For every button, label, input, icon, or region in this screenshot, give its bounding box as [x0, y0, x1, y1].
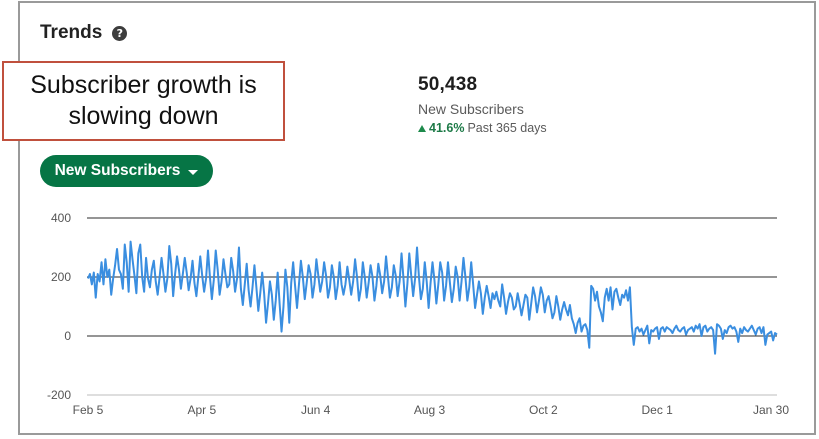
question-circle-icon[interactable]: ? — [112, 25, 128, 41]
trends-title: Trends — [40, 22, 103, 43]
x-tick-label: Jan 30 — [753, 403, 789, 417]
x-tick-label: Jun 4 — [301, 403, 331, 417]
x-tick-label: Feb 5 — [73, 403, 104, 417]
y-tick-label: 200 — [51, 270, 71, 284]
change-period: Past 365 days — [467, 121, 547, 135]
dropdown-label: New Subscribers — [54, 162, 181, 179]
metric-change: 41.6% Past 365 days — [418, 121, 547, 135]
x-tick-label: Oct 2 — [529, 403, 558, 417]
annotation-callout: Subscriber growth is slowing down — [2, 61, 285, 141]
caret-down-icon — [188, 169, 199, 175]
x-tick-label: Aug 3 — [414, 403, 446, 417]
y-tick-label: 400 — [51, 211, 71, 225]
callout-text: Subscriber growth is slowing down — [30, 71, 257, 130]
y-tick-label: -200 — [47, 388, 71, 402]
y-tick-label: 0 — [64, 329, 71, 343]
x-tick-label: Apr 5 — [187, 403, 216, 417]
series-line — [87, 240, 778, 355]
x-tick-label: Dec 1 — [641, 403, 673, 417]
trends-header: Trends ? — [40, 22, 128, 44]
triangle-up-icon — [418, 124, 426, 132]
metric-dropdown-button[interactable]: New Subscribers — [40, 155, 213, 187]
change-percent: 41.6% — [429, 121, 465, 135]
metric-label: New Subscribers — [418, 101, 524, 117]
metric-summary: 50,438 New Subscribers 41.6% Past 365 da… — [418, 74, 547, 135]
metric-value: 50,438 — [418, 74, 478, 95]
